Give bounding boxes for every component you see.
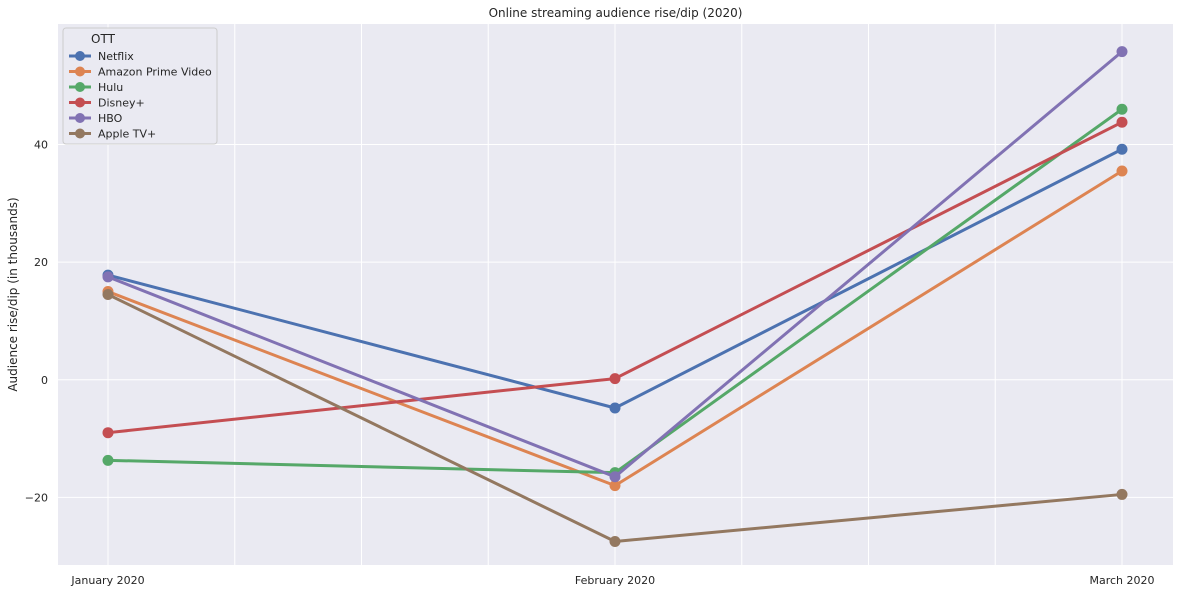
data-point (1116, 143, 1128, 155)
series-layer (102, 46, 1128, 547)
series-disney- (102, 116, 1128, 439)
series-hbo (102, 46, 1128, 483)
chart-title: Online streaming audience rise/dip (2020… (489, 6, 743, 20)
legend-swatch-marker (75, 97, 85, 108)
legend-item: Amazon Prime Video (69, 66, 212, 79)
data-point (1116, 116, 1128, 128)
legend-box (62, 27, 218, 145)
data-point (609, 373, 621, 385)
data-point (609, 535, 621, 547)
legend-label: Disney+ (98, 97, 145, 110)
legend-item: Hulu (69, 81, 123, 94)
legend-label: HBO (98, 112, 123, 125)
data-point (1116, 46, 1128, 58)
x-tick-label: February 2020 (575, 574, 655, 587)
y-tick-label: −20 (25, 491, 48, 504)
legend-item: Disney+ (69, 97, 145, 110)
legend-label: Netflix (98, 50, 134, 63)
data-point (102, 289, 114, 300)
legend-swatch-marker (75, 51, 85, 61)
legend: OTT Netflix Amazon Prime Video Hulu Disney+ H… (62, 27, 218, 145)
legend-item: Netflix (69, 50, 134, 63)
legend-swatch-marker (75, 128, 85, 139)
series-apple-tv- (102, 289, 1128, 547)
data-point (102, 427, 114, 439)
data-point (1116, 103, 1128, 115)
legend-item: HBO (69, 112, 123, 125)
x-tick-label: January 2020 (70, 574, 144, 587)
data-point (102, 271, 114, 283)
x-tick-label: March 2020 (1089, 574, 1154, 587)
legend-title: OTT (91, 32, 116, 46)
legend-swatch-marker (75, 66, 85, 77)
data-point (609, 471, 621, 483)
data-point (102, 454, 114, 466)
data-point (609, 402, 621, 414)
y-tick-label: 20 (34, 256, 48, 269)
legend-label: Amazon Prime Video (98, 66, 212, 79)
legend-swatch-marker (75, 82, 85, 92)
data-point (1116, 165, 1128, 177)
legend-item: Apple TV+ (69, 128, 156, 141)
y-axis-label: Audience rise/dip (in thousands) (6, 197, 20, 391)
legend-label: Hulu (98, 81, 123, 94)
y-tick-label: 0 (41, 374, 48, 387)
y-tick-label: 40 (34, 139, 48, 152)
data-point (609, 480, 621, 492)
legend-label: Apple TV+ (98, 128, 156, 141)
tick-labels: −20 0 20 40 January 2020 February 2020 March 2… (25, 139, 1155, 587)
data-point (1116, 488, 1128, 500)
legend-swatch-marker (75, 113, 85, 123)
